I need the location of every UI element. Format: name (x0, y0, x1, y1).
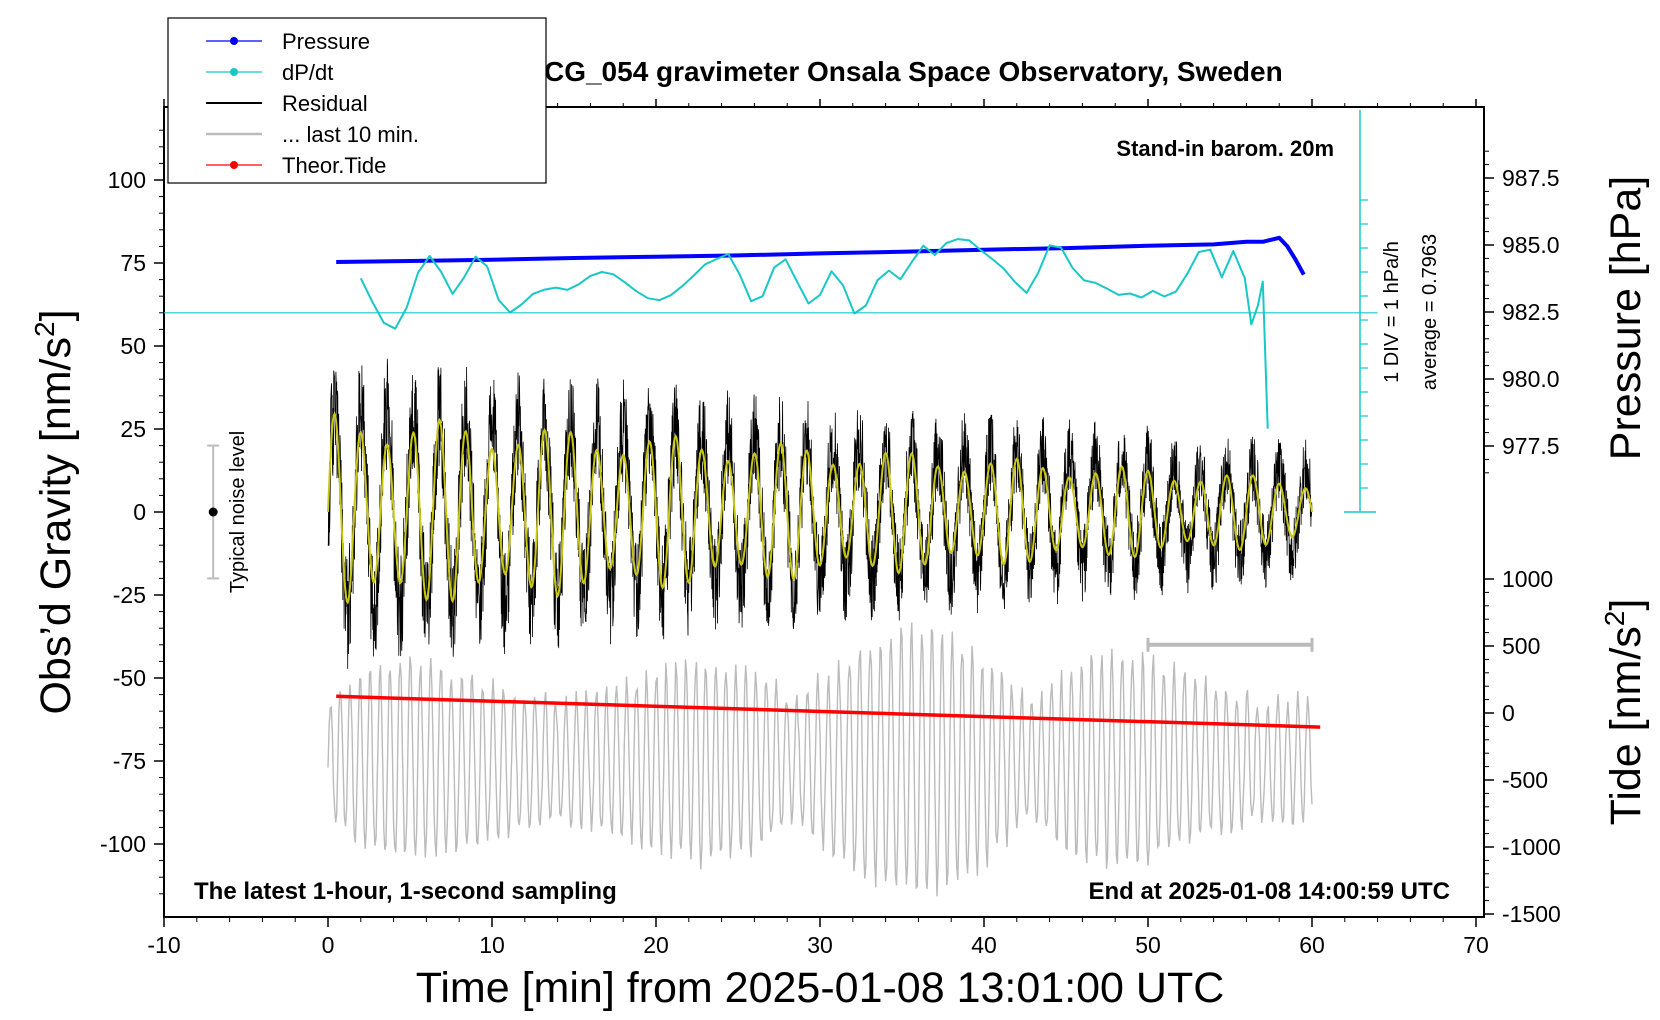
dpdt-average-label: average = 0.7963 (1419, 234, 1441, 390)
last10-line (327, 622, 1313, 897)
x-axis-label: Time [min] from 2025-01-08 13:01:00 UTC (416, 964, 1225, 1012)
y-left-tick-label: 100 (108, 167, 146, 193)
legend-label: dP/dt (282, 60, 333, 85)
y-right-pressure-ticks: 987.5 985.0 982.5 980.0 977.5 (1484, 150, 1560, 474)
x-tick-label: 0 (322, 932, 335, 958)
tide-tick-label: 0 (1502, 700, 1515, 726)
dpdt-scale-bar (1344, 110, 1376, 513)
noise-level-label: Typical noise level (227, 431, 249, 593)
legend-marker-4 (230, 161, 238, 169)
pressure-tick-label: 982.5 (1502, 299, 1560, 325)
pressure-tick-label: 987.5 (1502, 165, 1560, 191)
legend: Pressure dP/dt Residual ... last 10 min. The… (167, 17, 547, 184)
barometer-note: Stand-in barom. 20m (1116, 136, 1334, 161)
y-left-tick-label: 0 (133, 499, 146, 525)
x-tick-label: 20 (643, 932, 669, 958)
legend-box (167, 17, 547, 184)
line-series (164, 235, 1378, 729)
pressure-line (336, 235, 1306, 276)
residual-line (327, 358, 1313, 669)
pressure-tick-label: 980.0 (1502, 366, 1560, 392)
x-axis-ticks: -10 0 10 20 30 40 50 60 70 (147, 99, 1489, 958)
y-left-tick-label: -25 (113, 582, 146, 608)
residual-smoothed-line (327, 411, 1313, 605)
dp-dt-line (359, 238, 1269, 429)
legend-label: ... last 10 min. (282, 122, 419, 147)
residual-smoothed-series (327, 411, 1313, 605)
y-axis-label-pressure: Pressure [hPa] (1602, 176, 1650, 460)
y-left-axis-ticks: 100 75 50 25 0 -25 -50 -75 -100 (100, 129, 164, 895)
pressure-tick-label: 985.0 (1502, 232, 1560, 258)
tide-tick-label: 1000 (1502, 566, 1553, 592)
noise-level-marker (207, 444, 220, 580)
x-tick-label: 10 (479, 932, 505, 958)
theor-tide-line (336, 694, 1321, 729)
y-left-tick-label: -75 (113, 748, 146, 774)
residual-series (327, 358, 1313, 669)
legend-marker-1 (230, 68, 238, 76)
y-left-tick-label: 25 (120, 416, 146, 442)
tide-tick-label: -1000 (1502, 834, 1561, 860)
legend-label: Residual (282, 91, 368, 116)
noise-center-dot (208, 507, 218, 517)
last10-series (327, 622, 1313, 897)
chart-title: SCG_054 gravimeter Onsala Space Observat… (525, 56, 1282, 87)
y-right-tide-ticks: 1000 500 0 -500 -1000 -1500 (1484, 566, 1561, 927)
y-axis-label-tide: Tide [nm/s2] (1599, 599, 1650, 826)
last10-range-marker (1146, 637, 1314, 652)
bottom-right-note: End at 2025-01-08 14:00:59 UTC (1089, 878, 1451, 905)
x-tick-label: 70 (1463, 932, 1489, 958)
y-left-tick-label: -100 (100, 831, 146, 857)
legend-label: Theor.Tide (282, 153, 386, 178)
legend-label: Pressure (282, 29, 370, 54)
y-left-tick-label: 75 (120, 250, 146, 276)
tide-tick-label: 500 (1502, 633, 1540, 659)
y-left-tick-label: 50 (120, 333, 146, 359)
tide-tick-label: -1500 (1502, 901, 1561, 927)
x-tick-label: 30 (807, 932, 833, 958)
bottom-left-note: The latest 1-hour, 1-second sampling (194, 878, 617, 905)
x-tick-label: 40 (971, 932, 997, 958)
x-tick-label: 60 (1299, 932, 1325, 958)
x-tick-label: 50 (1135, 932, 1161, 958)
y-axis-label-left: Obs’d Gravity [nm/s2] (29, 309, 80, 714)
pressure-tick-label: 977.5 (1502, 433, 1560, 459)
y-left-tick-label: -50 (113, 665, 146, 691)
dpdt-scale-label: 1 DIV = 1 hPa/h (1381, 241, 1403, 383)
tide-tick-label: -500 (1502, 767, 1548, 793)
x-tick-label: -10 (147, 932, 180, 958)
legend-marker-0 (230, 37, 238, 45)
